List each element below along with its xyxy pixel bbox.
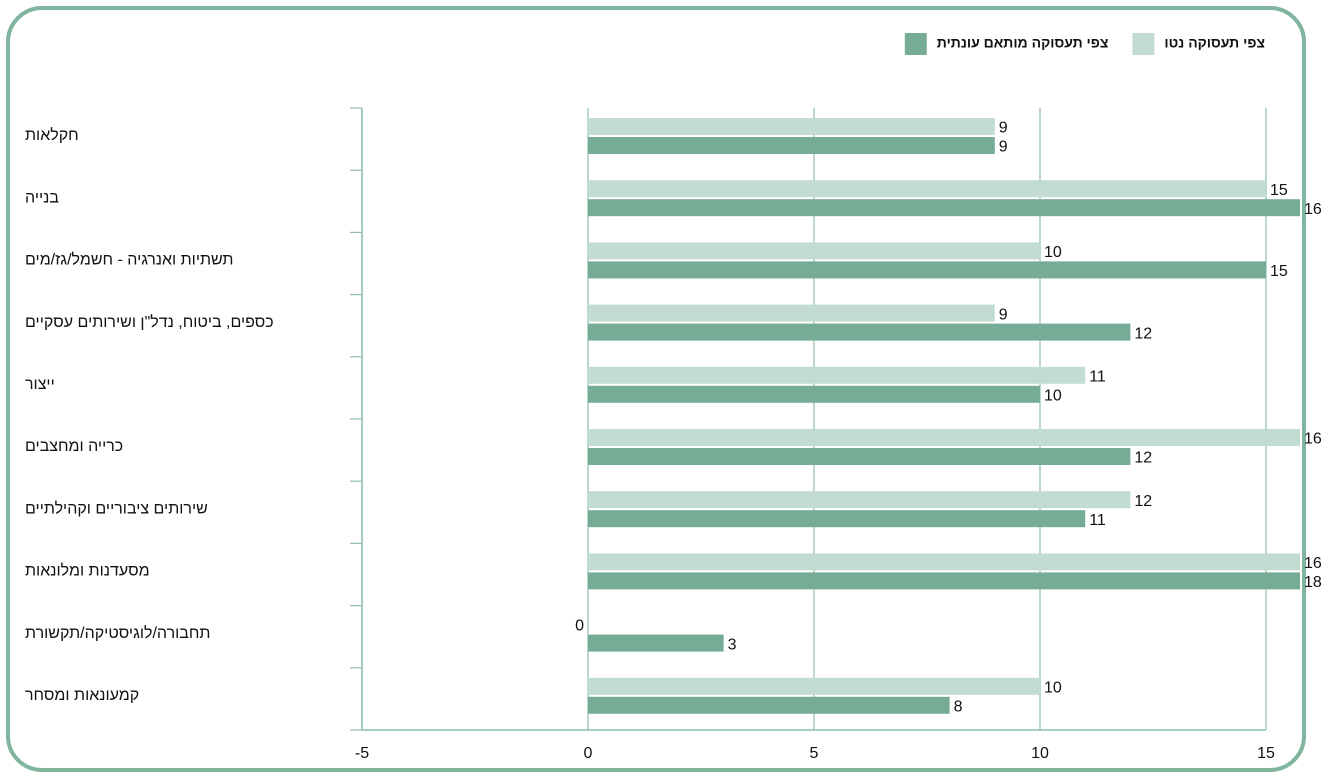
legend-swatch [904, 33, 927, 55]
value-label: 10 [1044, 244, 1062, 261]
bar [588, 491, 1131, 509]
value-label: 11 [1089, 369, 1106, 386]
bar [588, 304, 995, 322]
value-label: 16 [1304, 201, 1322, 218]
value-label: 12 [1134, 493, 1152, 510]
bar [588, 136, 995, 154]
bar [588, 572, 1300, 590]
bar [588, 385, 1040, 403]
bar [588, 553, 1300, 571]
value-label: 0 [575, 617, 584, 634]
value-label: 12 [1134, 450, 1152, 467]
legend-swatch [1132, 33, 1155, 55]
bar [588, 242, 1040, 260]
bar [588, 696, 950, 714]
bar [588, 180, 1266, 198]
value-label: 9 [999, 139, 1008, 156]
value-label: 9 [999, 120, 1008, 137]
category-label: תשתיות ואנרגיה - חשמל/גז/מים [25, 251, 233, 269]
bar [588, 677, 1040, 695]
legend-label: צפי תעסוקה נטו [1164, 35, 1265, 51]
x-tick-label: 0 [584, 745, 593, 762]
value-label: 11 [1089, 512, 1106, 529]
category-label: קמעונאות ומסחר [25, 687, 139, 704]
category-label: מסעדנות ומלונאות [25, 562, 150, 580]
category-label: שירותים ציבוריים וקהילתיים [25, 499, 208, 517]
x-tick-label: 10 [1031, 745, 1049, 762]
value-label: 9 [999, 306, 1008, 323]
value-label: 10 [1044, 680, 1062, 697]
bar [588, 323, 1131, 341]
category-label: חקלאות [25, 126, 79, 144]
category-label: ייצור [25, 376, 55, 393]
bar [588, 428, 1300, 446]
value-label: 15 [1270, 263, 1288, 280]
x-tick-label: 5 [810, 745, 819, 762]
value-label: 16 [1304, 555, 1322, 572]
x-tick-label: 15 [1257, 745, 1275, 762]
value-label: 3 [728, 636, 737, 653]
category-label: תחבורה/לוגיסטיקה/תקשורת [25, 624, 210, 642]
category-label: כספים, ביטוח, נדל"ן ושירותים עסקיים [25, 313, 274, 331]
bar [588, 117, 995, 135]
value-label: 18 [1304, 574, 1322, 591]
bar [588, 510, 1086, 528]
value-label: 16 [1304, 431, 1322, 448]
value-label: 12 [1134, 325, 1152, 342]
value-label: 15 [1270, 182, 1288, 199]
value-label: 10 [1044, 388, 1062, 405]
value-label: 8 [954, 699, 963, 716]
category-label: כרייה ומחצבים [25, 438, 123, 455]
category-label: בנייה [25, 189, 59, 206]
bar [588, 366, 1086, 384]
bar [588, 634, 724, 652]
bar [588, 447, 1131, 465]
x-tick-label: -5 [355, 745, 369, 762]
frame [6, 6, 1306, 772]
legend-label: צפי תעסוקה מותאם עונתית [937, 35, 1109, 51]
bar [588, 261, 1266, 279]
bar [588, 199, 1300, 217]
